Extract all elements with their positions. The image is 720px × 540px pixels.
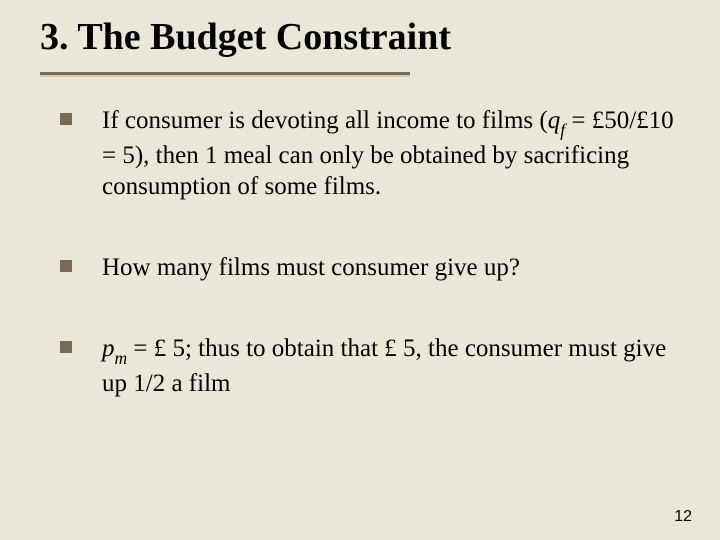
bullet-list: If consumer is devoting all income to fi… xyxy=(40,105,680,400)
bullet-item: How many films must consumer give up? xyxy=(60,252,676,283)
bullet-var: p xyxy=(102,335,115,362)
bullet-var-sub: f xyxy=(560,120,565,140)
page-number: 12 xyxy=(674,508,692,526)
bullet-var: q xyxy=(548,107,561,134)
title-underline xyxy=(40,72,680,77)
bullet-item: If consumer is devoting all income to fi… xyxy=(60,105,676,202)
bullet-marker-icon xyxy=(60,341,72,353)
bullet-text-mid: = £ 5; thus to obtain that £ 5, the cons… xyxy=(102,335,666,397)
slide: 3. The Budget Constraint If consumer is … xyxy=(0,0,720,540)
bullet-marker-icon xyxy=(60,113,72,125)
bullet-marker-icon xyxy=(60,260,72,272)
bullet-item: pm = £ 5; thus to obtain that £ 5, the c… xyxy=(60,333,676,399)
bullet-text-pre: If consumer is devoting all income to fi… xyxy=(102,107,548,134)
bullet-var-sub: m xyxy=(115,348,128,368)
title-underline-shadow xyxy=(40,75,410,77)
bullet-text-pre: How many films must consumer give up? xyxy=(102,254,520,281)
slide-title: 3. The Budget Constraint xyxy=(40,16,680,60)
